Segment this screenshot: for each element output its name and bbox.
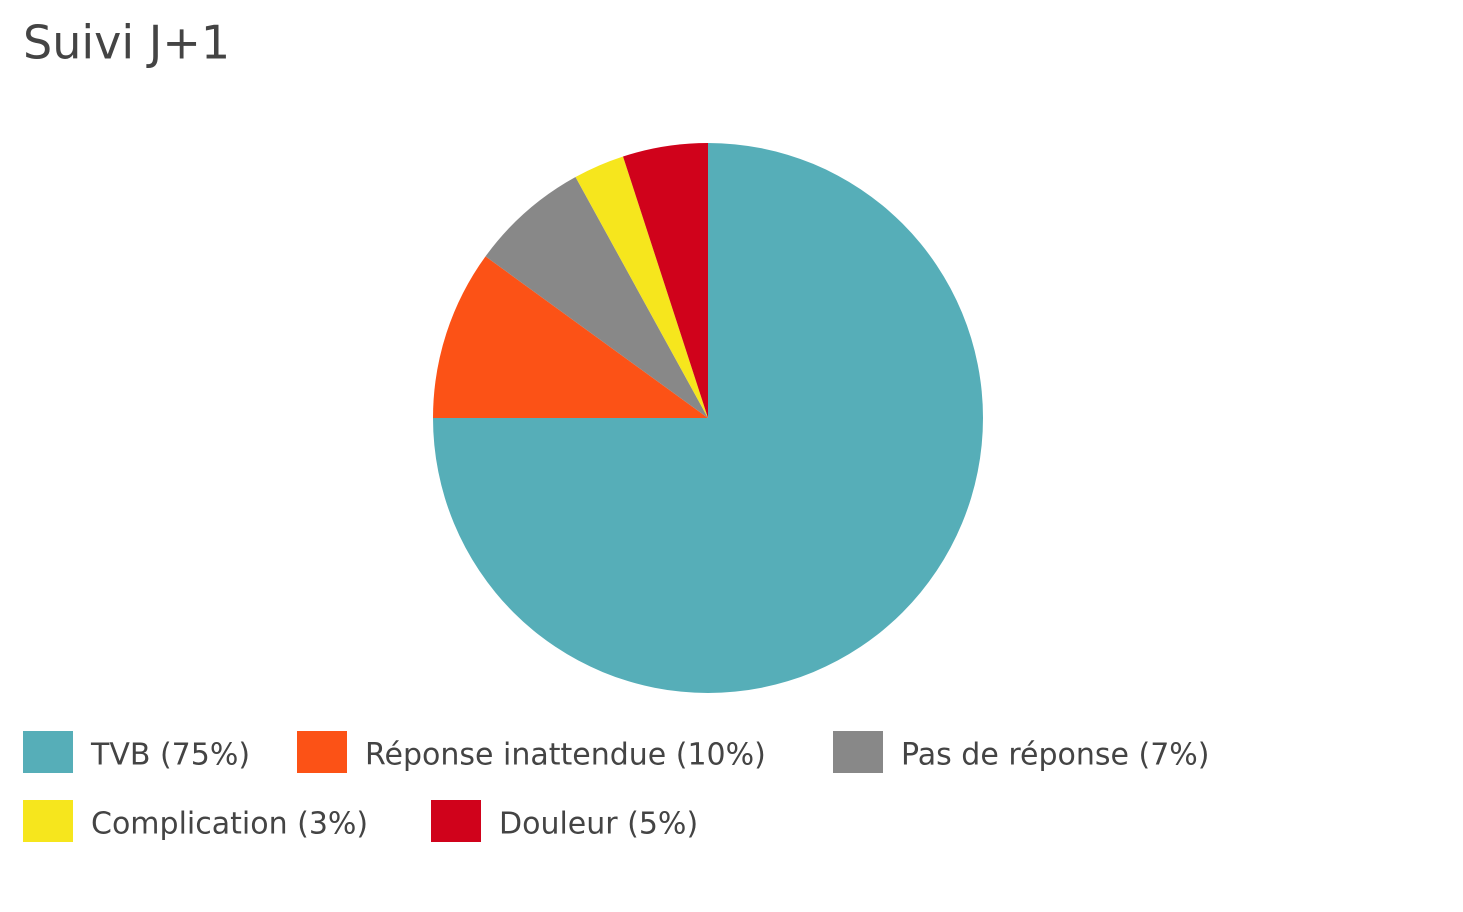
pie — [433, 143, 983, 693]
legend-label: Complication (3%) — [91, 807, 368, 842]
legend-label: Douleur (5%) — [499, 807, 698, 842]
legend: TVB (75%) Réponse inattendue (10%) Pas de … — [23, 731, 1210, 842]
legend-label: Réponse inattendue (10%) — [365, 738, 766, 773]
pie-slice — [623, 143, 708, 418]
pie-slice — [433, 256, 708, 418]
pie-slice — [575, 156, 708, 418]
legend-swatch — [23, 731, 73, 773]
legend-label: Pas de réponse (7%) — [901, 738, 1210, 773]
legend-swatch — [431, 800, 481, 842]
chart-title: Suivi J+1 — [23, 16, 230, 70]
legend-swatch — [297, 731, 347, 773]
legend-swatch — [23, 800, 73, 842]
legend-swatch — [833, 731, 883, 773]
legend-label: TVB (75%) — [90, 738, 250, 773]
pie-slice — [485, 177, 708, 418]
